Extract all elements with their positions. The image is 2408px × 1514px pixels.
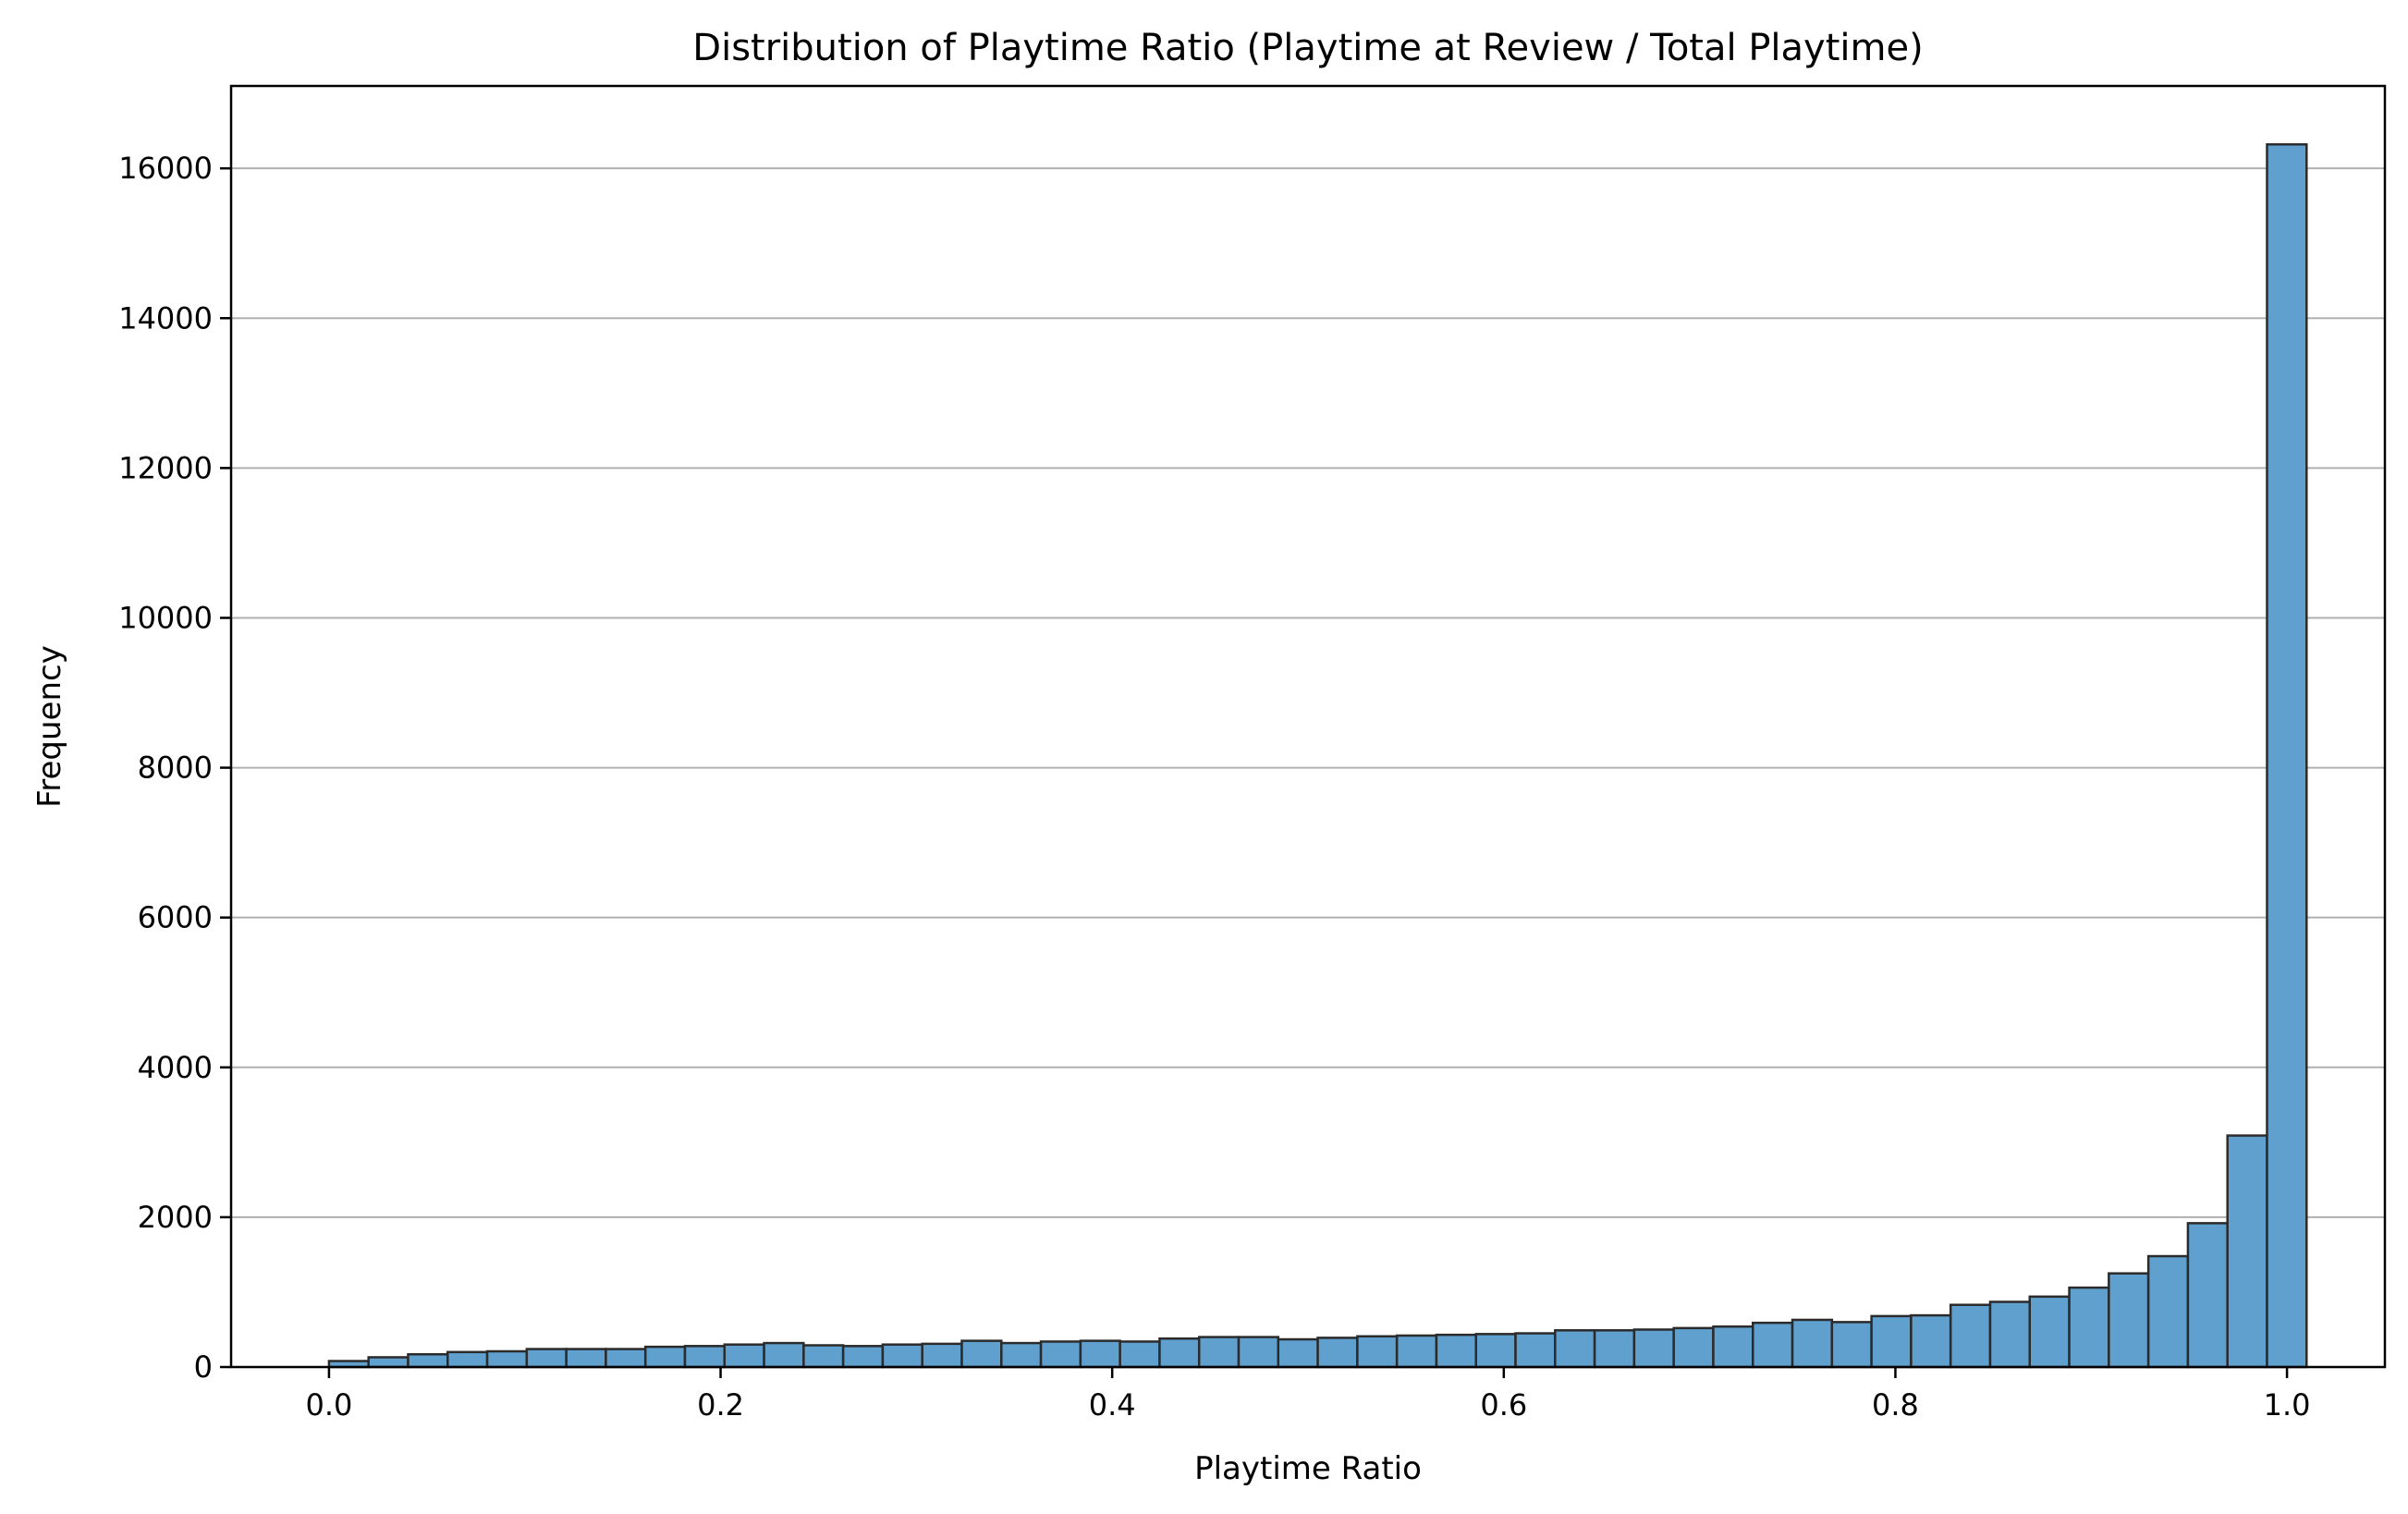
histogram-bar xyxy=(1356,1335,1399,1369)
histogram-bar xyxy=(1474,1333,1517,1369)
histogram-bar xyxy=(683,1345,727,1369)
y-tick-label: 12000 xyxy=(118,450,213,485)
histogram-bar xyxy=(1514,1332,1557,1369)
histogram-bar xyxy=(1237,1336,1280,1369)
plot-frame xyxy=(229,84,2387,1369)
y-tick-label: 2000 xyxy=(138,1200,213,1235)
x-tick-label: 0.2 xyxy=(697,1387,744,1422)
histogram-bar xyxy=(1988,1300,2032,1369)
histogram-bar xyxy=(723,1343,765,1369)
histogram-bar xyxy=(841,1345,885,1369)
histogram-bar xyxy=(1197,1336,1241,1369)
histogram-bars xyxy=(327,142,2308,1369)
histogram-bar xyxy=(1672,1326,1715,1369)
histogram-bar xyxy=(407,1352,449,1369)
histogram-bar xyxy=(1712,1325,1754,1369)
histogram-bar xyxy=(2226,1134,2268,1369)
histogram-bar xyxy=(921,1342,963,1369)
histogram-bar xyxy=(1158,1337,1201,1369)
y-tick-label: 4000 xyxy=(138,1050,213,1085)
histogram-bar xyxy=(960,1339,1003,1369)
histogram-bar xyxy=(1435,1333,1477,1369)
x-axis-label: Playtime Ratio xyxy=(1194,1450,1422,1487)
histogram-bar xyxy=(1554,1329,1596,1369)
histogram-bar xyxy=(1791,1318,1834,1369)
x-tick-label: 0.8 xyxy=(1872,1387,1919,1422)
histogram-bar xyxy=(1830,1321,1873,1369)
x-tick-label: 0.6 xyxy=(1480,1387,1527,1422)
x-axis-ticks: 0.0 0.2 0.4 0.6 0.8 1.0 xyxy=(305,1367,2311,1422)
histogram-bar xyxy=(485,1349,529,1369)
chart-title: Distribution of Playtime Ratio (Playtime… xyxy=(692,27,1923,69)
histogram-bar xyxy=(1910,1313,1952,1369)
y-tick-label: 14000 xyxy=(118,300,213,336)
x-tick-label: 0.0 xyxy=(305,1387,352,1422)
y-tick-label: 10000 xyxy=(118,600,213,635)
histogram-bar xyxy=(1039,1340,1082,1369)
histogram-bar xyxy=(881,1343,923,1369)
histogram-bar xyxy=(802,1344,845,1369)
histogram-bar xyxy=(2146,1254,2190,1369)
histogram-bar xyxy=(2186,1222,2229,1369)
y-tick-label: 6000 xyxy=(138,900,213,935)
histogram-bar xyxy=(643,1345,687,1369)
histogram-bar xyxy=(1277,1337,1319,1369)
y-tick-label: 16000 xyxy=(118,151,213,186)
y-axis-label: Frequency xyxy=(31,645,68,808)
histogram-bar xyxy=(2068,1286,2110,1369)
x-tick-label: 0.4 xyxy=(1089,1387,1136,1422)
histogram-bar xyxy=(605,1348,647,1369)
histogram-bar xyxy=(367,1356,409,1369)
histogram-bar xyxy=(1316,1337,1359,1369)
histogram-bar xyxy=(2028,1295,2071,1369)
histogram-bar xyxy=(2108,1272,2150,1369)
y-tick-label: 0 xyxy=(194,1349,213,1385)
histogram-bar xyxy=(1870,1314,1913,1369)
histogram-bar xyxy=(1752,1321,1794,1369)
histogram-bar xyxy=(1395,1334,1438,1369)
histogram-bar xyxy=(446,1350,489,1369)
grid-lines xyxy=(231,167,2385,1368)
y-axis-ticks: 0 2000 4000 6000 8000 10000 12000 14000 16000 xyxy=(118,151,231,1385)
x-tick-label: 1.0 xyxy=(2264,1387,2311,1422)
histogram-bar xyxy=(1632,1328,1675,1369)
histogram-bar xyxy=(1593,1329,1636,1369)
histogram-bar xyxy=(565,1348,607,1369)
histogram-bar xyxy=(2266,142,2308,1369)
histogram-bar xyxy=(1000,1341,1043,1369)
histogram-bar xyxy=(525,1348,568,1369)
histogram-bar xyxy=(1079,1339,1121,1369)
histogram-bar xyxy=(1118,1340,1161,1369)
y-tick-label: 8000 xyxy=(138,751,213,786)
histogram-bar xyxy=(1949,1303,1992,1369)
histogram-bar xyxy=(763,1341,805,1369)
